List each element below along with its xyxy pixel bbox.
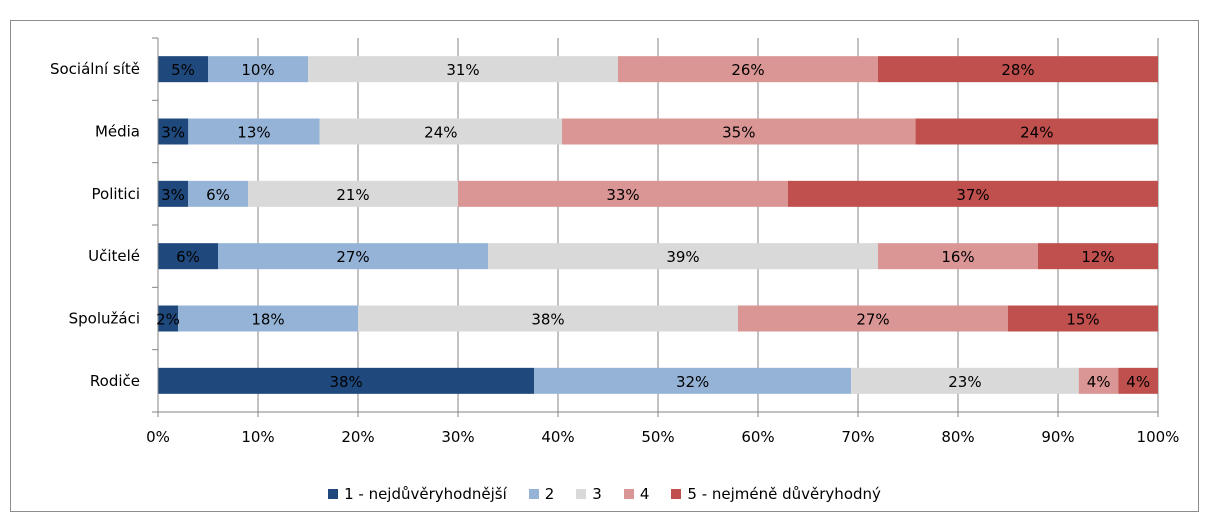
data-label: 6% (206, 186, 230, 204)
data-label: 16% (941, 248, 974, 266)
gridlines (257, 38, 1159, 412)
legend: 1 - nejdůvěryhodnější 2 3 4 5 - nejméně důvě… (0, 482, 1209, 506)
bar-segment (218, 243, 488, 270)
bar-segment (1118, 367, 1158, 394)
bar-segment (788, 180, 1158, 207)
data-label: 18% (251, 311, 284, 329)
data-label: 6% (176, 248, 200, 266)
category-label: Sociální sítě (50, 60, 140, 78)
legend-label: 3 (592, 485, 602, 503)
bars (158, 56, 1158, 394)
legend-label: 1 - nejdůvěryhodnější (344, 485, 507, 503)
legend-swatch (576, 489, 587, 499)
bar-segment (458, 180, 788, 207)
bar-segment (208, 56, 308, 83)
x-tick-label: 50% (641, 428, 674, 446)
bar-segment (158, 305, 178, 332)
bar-segment (878, 56, 1158, 83)
bar-segment (738, 305, 1008, 332)
bar-segment (158, 56, 208, 83)
data-label: 3% (161, 124, 185, 142)
data-label: 26% (731, 61, 764, 79)
data-label: 13% (237, 124, 270, 142)
data-label: 4% (1087, 373, 1111, 391)
bar-segment (319, 118, 563, 145)
legend-item: 2 (528, 485, 555, 503)
category-label: Rodiče (90, 372, 140, 390)
data-label: 15% (1066, 311, 1099, 329)
data-label: 28% (1001, 61, 1034, 79)
x-tick-label: 100% (1137, 428, 1180, 446)
data-label: 23% (948, 373, 981, 391)
bar-segment (308, 56, 618, 83)
bar-segment (248, 180, 458, 207)
legend-item: 5 - nejméně důvěryhodný (671, 485, 881, 503)
x-tick-label: 30% (441, 428, 474, 446)
data-label: 21% (336, 186, 369, 204)
data-label: 2% (156, 311, 180, 329)
x-tick-label: 60% (741, 428, 774, 446)
data-label: 12% (1081, 248, 1114, 266)
data-label: 24% (1020, 124, 1053, 142)
legend-swatch (328, 489, 339, 499)
bar-segment (178, 305, 358, 332)
bar-segment (158, 243, 218, 270)
x-tick-label: 20% (341, 428, 374, 446)
data-label: 31% (446, 61, 479, 79)
data-label: 38% (531, 311, 564, 329)
x-tick-label: 40% (541, 428, 574, 446)
data-label: 38% (329, 373, 362, 391)
data-label: 3% (161, 186, 185, 204)
bar-segment (358, 305, 738, 332)
legend-label: 4 (639, 485, 650, 503)
data-label: 37% (956, 186, 989, 204)
x-tick-label: 0% (146, 428, 170, 446)
data-label: 32% (676, 373, 709, 391)
legend-label: 2 (544, 485, 555, 503)
bar-segment (1078, 367, 1119, 394)
data-label: 5% (171, 61, 195, 79)
bar-segment (158, 118, 189, 145)
data-label: 10% (241, 61, 274, 79)
bar-segment (158, 180, 188, 207)
data-label: 39% (666, 248, 699, 266)
bar-segment (534, 367, 852, 394)
data-label: 33% (606, 186, 639, 204)
bar-segment (851, 367, 1079, 394)
category-label: Učitelé (88, 247, 140, 265)
bar-segment (188, 118, 320, 145)
bar-segment (618, 56, 878, 83)
x-tick-label: 90% (1041, 428, 1074, 446)
bar-segment (188, 180, 248, 207)
axes (152, 37, 1159, 417)
category-label: Média (95, 123, 140, 141)
x-tick-label: 10% (241, 428, 274, 446)
bar-segment (878, 243, 1038, 270)
legend-swatch (528, 489, 539, 499)
legend-item: 4 (623, 485, 650, 503)
category-label: Politici (92, 185, 141, 203)
data-label: 24% (424, 124, 457, 142)
legend-swatch (671, 489, 682, 499)
legend-item: 1 - nejdůvěryhodnější (328, 485, 507, 503)
data-label: 4% (1126, 373, 1150, 391)
category-label: Spolužáci (69, 310, 140, 328)
data-label: 27% (336, 248, 369, 266)
bar-segment (1008, 305, 1158, 332)
data-label: 35% (722, 124, 755, 142)
legend-item: 3 (576, 485, 602, 503)
legend-swatch (623, 489, 634, 499)
legend-label: 5 - nejméně důvěryhodný (687, 485, 881, 503)
bar-segment (488, 243, 878, 270)
data-label: 27% (856, 311, 889, 329)
x-tick-label: 80% (941, 428, 974, 446)
bar-segment (915, 118, 1158, 145)
bar-segment (562, 118, 916, 145)
labels: 0% 10% 20% 30% 40% 50% 60% 70% 80% 90% 100% Sociáln… (50, 60, 1179, 446)
bar-segment (1038, 243, 1158, 270)
x-tick-label: 70% (841, 428, 874, 446)
bar-segment (158, 367, 535, 394)
